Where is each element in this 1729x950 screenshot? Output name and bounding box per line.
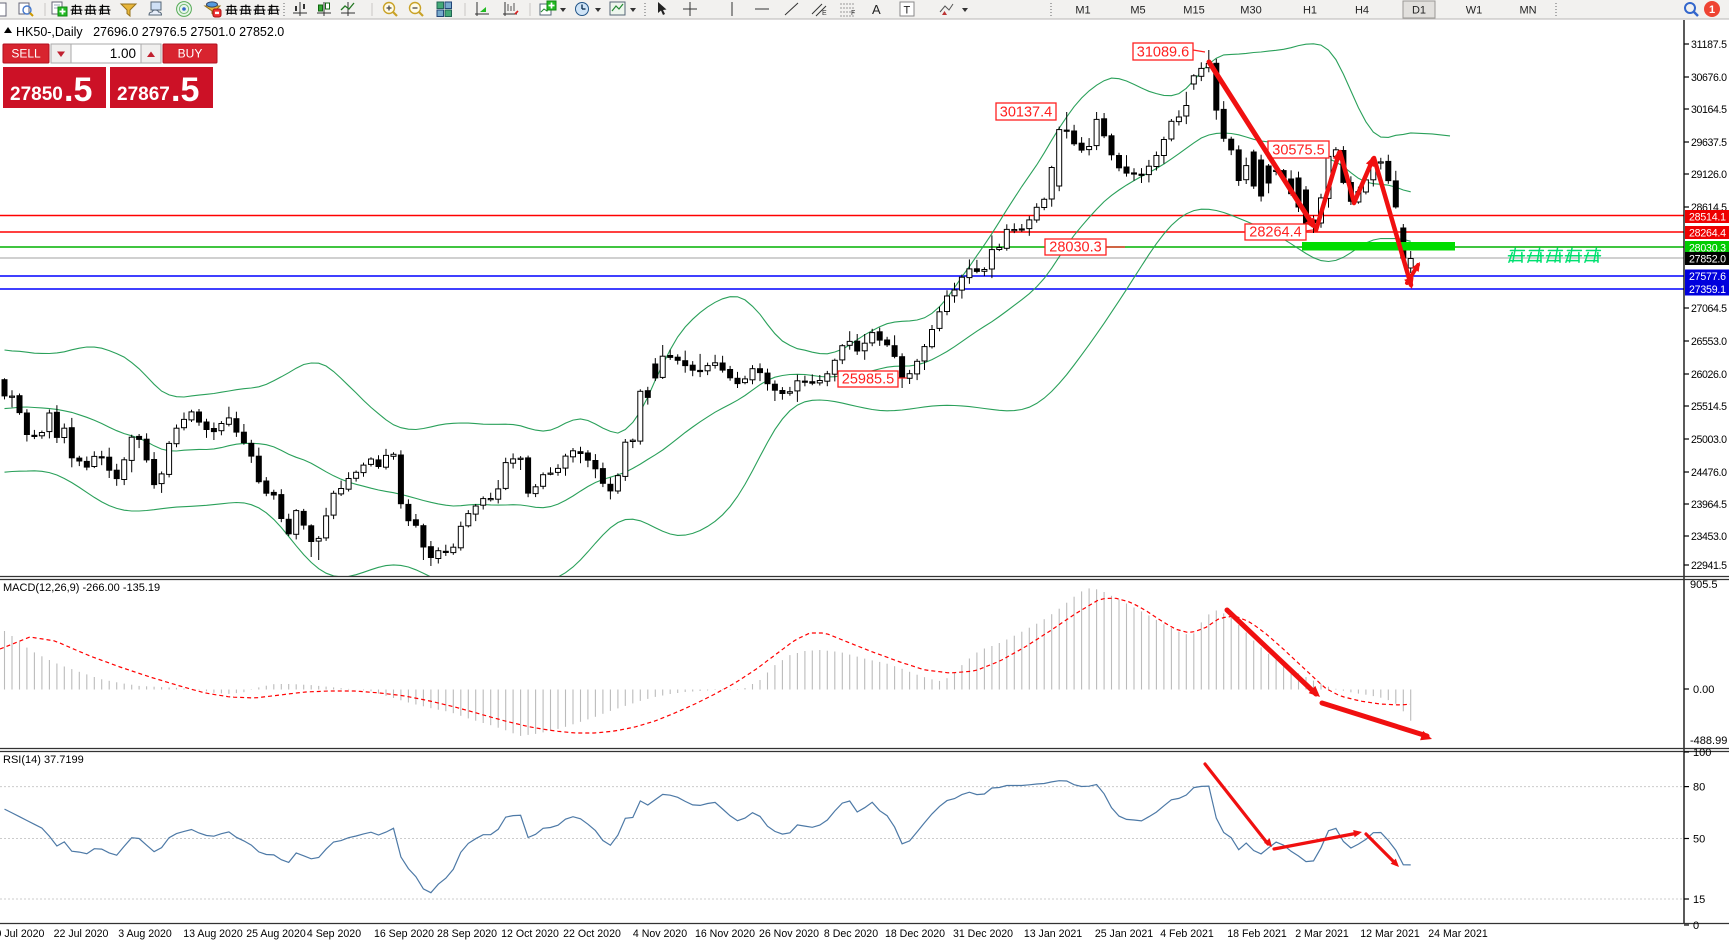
svg-text:25985.5: 25985.5 (842, 372, 894, 388)
svg-text:3 Aug 2020: 3 Aug 2020 (118, 928, 172, 940)
svg-text:27577.6: 27577.6 (1689, 271, 1726, 283)
svg-text:W1: W1 (1466, 5, 1483, 17)
svg-text:.5: .5 (171, 71, 199, 109)
svg-text:50: 50 (1693, 834, 1705, 846)
svg-text:25514.5: 25514.5 (1691, 401, 1727, 413)
svg-text:30164.5: 30164.5 (1691, 104, 1727, 116)
svg-text:M5: M5 (1130, 5, 1145, 17)
svg-text:1.00: 1.00 (110, 46, 136, 61)
svg-text:M1: M1 (1075, 5, 1090, 17)
svg-text:1: 1 (1709, 4, 1715, 16)
svg-text:28030.3: 28030.3 (1049, 240, 1101, 256)
svg-text:80: 80 (1693, 782, 1705, 794)
svg-text:26 Nov 2020: 26 Nov 2020 (759, 928, 819, 940)
svg-text:29126.0: 29126.0 (1691, 169, 1727, 181)
svg-text:0: 0 (1693, 920, 1699, 932)
svg-text:23964.5: 23964.5 (1691, 499, 1727, 511)
svg-text:23453.0: 23453.0 (1691, 531, 1727, 543)
svg-text:A: A (872, 2, 881, 17)
svg-text:25003.0: 25003.0 (1691, 434, 1727, 446)
svg-text:27867: 27867 (117, 84, 170, 105)
svg-text:22941.5: 22941.5 (1691, 560, 1727, 572)
svg-text:T: T (904, 5, 911, 17)
svg-text:30575.5: 30575.5 (1272, 143, 1324, 159)
svg-text:28264.4: 28264.4 (1249, 225, 1301, 241)
svg-text:4 Feb 2021: 4 Feb 2021 (1160, 928, 1214, 940)
svg-text:12 Mar 2021: 12 Mar 2021 (1360, 928, 1420, 940)
svg-text:2 Mar 2021: 2 Mar 2021 (1295, 928, 1349, 940)
svg-text:4 Nov 2020: 4 Nov 2020 (633, 928, 687, 940)
svg-text:18 Feb 2021: 18 Feb 2021 (1227, 928, 1287, 940)
svg-text:31089.6: 31089.6 (1137, 45, 1189, 61)
svg-text:27359.1: 27359.1 (1689, 284, 1726, 296)
svg-text:H4: H4 (1355, 5, 1369, 17)
svg-text:24 Mar 2021: 24 Mar 2021 (1428, 928, 1488, 940)
svg-text:16 Nov 2020: 16 Nov 2020 (695, 928, 755, 940)
svg-text:29637.5: 29637.5 (1691, 137, 1727, 149)
svg-text:0.00: 0.00 (1693, 684, 1714, 696)
svg-text:MN: MN (1519, 5, 1536, 17)
svg-text:30137.4: 30137.4 (1000, 105, 1052, 121)
svg-text:4 Sep 2020: 4 Sep 2020 (307, 928, 361, 940)
svg-text:H1: H1 (1303, 5, 1317, 17)
svg-text:RSI(14) 37.7199: RSI(14) 37.7199 (3, 754, 84, 766)
svg-text:D1: D1 (1412, 5, 1426, 17)
svg-text:26553.0: 26553.0 (1691, 336, 1727, 348)
svg-text:BUY: BUY (178, 47, 203, 61)
svg-text:27064.5: 27064.5 (1691, 303, 1727, 315)
svg-text:16 Sep 2020: 16 Sep 2020 (374, 928, 434, 940)
svg-text:13 Aug 2020: 13 Aug 2020 (183, 928, 243, 940)
svg-text:8 Dec 2020: 8 Dec 2020 (824, 928, 878, 940)
svg-text:.5: .5 (64, 71, 92, 109)
svg-text:E: E (822, 10, 827, 17)
svg-text:MACD(12,26,9) -266.00 -135.19: MACD(12,26,9) -266.00 -135.19 (3, 582, 160, 594)
svg-text:31187.5: 31187.5 (1691, 39, 1727, 51)
svg-text:28264.4: 28264.4 (1689, 228, 1726, 240)
svg-text:M30: M30 (1240, 5, 1261, 17)
svg-text:905.5: 905.5 (1690, 579, 1718, 591)
svg-text:SELL: SELL (11, 47, 41, 61)
svg-text:26026.0: 26026.0 (1691, 369, 1727, 381)
svg-text:27850: 27850 (10, 84, 63, 105)
svg-text:13 Jan 2021: 13 Jan 2021 (1024, 928, 1082, 940)
svg-text:100: 100 (1693, 747, 1711, 759)
svg-text:28514.1: 28514.1 (1689, 212, 1726, 224)
svg-text:25 Aug 2020: 25 Aug 2020 (246, 928, 306, 940)
svg-text:F: F (851, 10, 855, 17)
svg-text:10 Jul 2020: 10 Jul 2020 (0, 928, 44, 940)
svg-text:12 Oct 2020: 12 Oct 2020 (501, 928, 559, 940)
svg-text:28030.3: 28030.3 (1689, 243, 1726, 255)
svg-text:HK50-,Daily 27696.0 27976.5: HK50-,Daily 27696.0 27976.5 27501.0 2785… (16, 25, 284, 39)
svg-text:15: 15 (1693, 894, 1705, 906)
svg-text:24476.0: 24476.0 (1691, 467, 1727, 479)
svg-text:30676.0: 30676.0 (1691, 72, 1727, 84)
svg-text:22 Oct 2020: 22 Oct 2020 (563, 928, 621, 940)
svg-text:-488.99: -488.99 (1690, 735, 1727, 747)
svg-text:31 Dec 2020: 31 Dec 2020 (953, 928, 1013, 940)
svg-text:25 Jan 2021: 25 Jan 2021 (1095, 928, 1153, 940)
svg-text:27852.0: 27852.0 (1689, 254, 1726, 266)
svg-text:M15: M15 (1183, 5, 1204, 17)
svg-text:22 Jul 2020: 22 Jul 2020 (54, 928, 109, 940)
svg-text:18 Dec 2020: 18 Dec 2020 (885, 928, 945, 940)
svg-text:28 Sep 2020: 28 Sep 2020 (437, 928, 497, 940)
